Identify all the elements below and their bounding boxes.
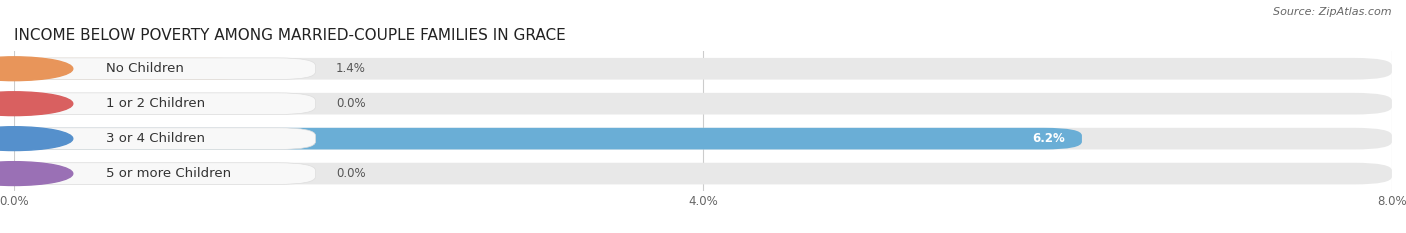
Circle shape	[0, 127, 73, 151]
FancyBboxPatch shape	[14, 58, 256, 80]
Text: 1 or 2 Children: 1 or 2 Children	[105, 97, 205, 110]
FancyBboxPatch shape	[14, 93, 1392, 115]
Text: No Children: No Children	[105, 62, 183, 75]
FancyBboxPatch shape	[14, 128, 315, 150]
Text: INCOME BELOW POVERTY AMONG MARRIED-COUPLE FAMILIES IN GRACE: INCOME BELOW POVERTY AMONG MARRIED-COUPL…	[14, 28, 565, 43]
FancyBboxPatch shape	[14, 128, 1392, 150]
Text: Source: ZipAtlas.com: Source: ZipAtlas.com	[1274, 7, 1392, 17]
FancyBboxPatch shape	[14, 58, 315, 80]
FancyBboxPatch shape	[14, 58, 1392, 80]
FancyBboxPatch shape	[14, 93, 315, 115]
Text: 5 or more Children: 5 or more Children	[105, 167, 231, 180]
Text: 0.0%: 0.0%	[336, 97, 366, 110]
FancyBboxPatch shape	[14, 163, 1392, 185]
Circle shape	[0, 57, 73, 81]
Text: 1.4%: 1.4%	[336, 62, 366, 75]
FancyBboxPatch shape	[14, 128, 1083, 150]
Text: 6.2%: 6.2%	[1032, 132, 1064, 145]
Circle shape	[0, 92, 73, 116]
Text: 0.0%: 0.0%	[336, 167, 366, 180]
Text: 3 or 4 Children: 3 or 4 Children	[105, 132, 205, 145]
FancyBboxPatch shape	[14, 163, 315, 185]
Circle shape	[0, 162, 73, 185]
